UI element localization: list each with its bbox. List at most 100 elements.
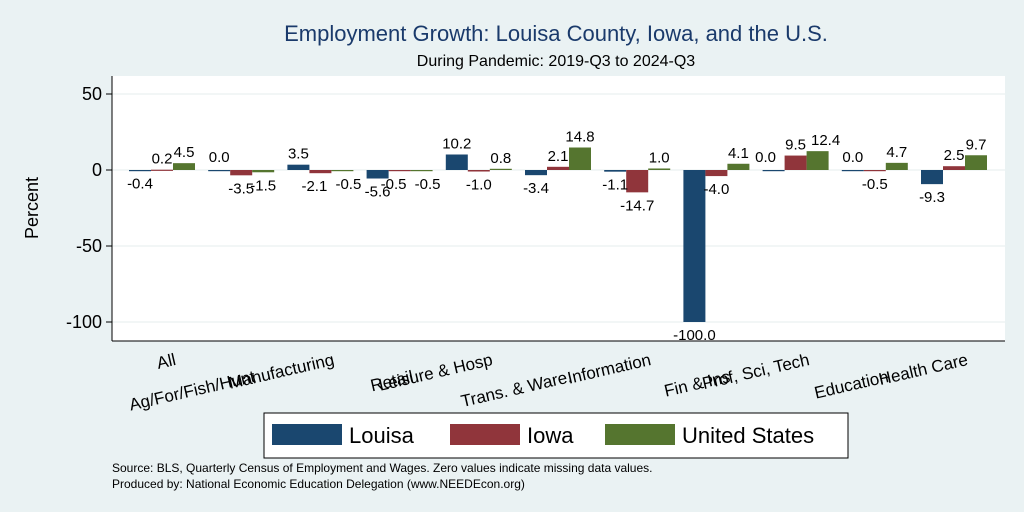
data-label: 9.7 — [966, 136, 987, 153]
bar-united-states — [727, 163, 750, 170]
legend-label: United States — [682, 423, 814, 448]
data-label: -3.4 — [523, 180, 549, 197]
data-label: -1.0 — [466, 177, 492, 194]
data-label: 2.5 — [944, 147, 965, 164]
bar-iowa — [626, 170, 649, 193]
bar-united-states — [252, 170, 275, 173]
bar-louisa — [129, 170, 151, 172]
legend-swatch — [605, 424, 675, 445]
data-label: -4.0 — [703, 181, 729, 198]
bar-iowa — [467, 170, 490, 172]
y-tick-label: -100 — [66, 312, 102, 332]
category-label-group: All — [155, 350, 178, 373]
bar-united-states — [569, 147, 591, 170]
category-label: Information — [566, 350, 653, 388]
bar-iowa — [230, 170, 253, 176]
data-label: -1.1 — [602, 177, 628, 194]
bar-louisa — [604, 170, 627, 172]
category-label-group: Trans. & Ware. — [459, 367, 573, 411]
data-label: 0.0 — [209, 149, 230, 166]
bar-iowa — [705, 170, 728, 177]
bar-united-states — [965, 155, 987, 170]
legend-swatch — [272, 424, 342, 445]
y-tick-label: 50 — [82, 84, 102, 104]
bar-iowa — [863, 170, 886, 172]
data-label: -0.4 — [127, 176, 153, 193]
data-label: -14.7 — [620, 197, 654, 214]
data-label: -5.6 — [365, 184, 391, 201]
data-label: 12.4 — [811, 132, 840, 149]
bar-united-states — [489, 168, 512, 170]
data-label: -100.0 — [673, 327, 716, 344]
category-label: Prof, Sci, Tech — [700, 350, 811, 393]
bar-united-states — [173, 163, 195, 170]
category-label: All — [155, 350, 178, 373]
data-label: 0.8 — [490, 150, 511, 167]
category-label-group: Manufacturing — [227, 350, 336, 393]
bar-iowa — [151, 169, 173, 171]
bar-louisa — [921, 170, 943, 185]
category-label: Manufacturing — [227, 350, 336, 393]
bar-louisa — [445, 154, 468, 170]
bar-iowa — [784, 155, 807, 170]
bar-united-states — [331, 170, 354, 172]
data-label: 3.5 — [288, 146, 309, 163]
y-ticks: 50 0 -50 -100 — [66, 84, 112, 332]
category-label-group: Information — [566, 350, 653, 388]
data-label: 4.7 — [886, 144, 907, 161]
legend-swatch — [450, 424, 520, 445]
bar-iowa — [547, 166, 569, 170]
bar-louisa — [208, 170, 231, 172]
bar-iowa — [943, 166, 965, 170]
bar-louisa — [762, 170, 785, 172]
y-tick-label: -50 — [76, 236, 102, 256]
data-label: -3.5 — [228, 180, 254, 197]
data-label: -9.3 — [919, 189, 945, 206]
bars-layer — [129, 147, 987, 322]
legend-box — [263, 412, 849, 459]
bar-united-states — [885, 162, 908, 170]
data-label: 4.5 — [174, 144, 195, 161]
bar-louisa — [287, 164, 310, 170]
source-note: Source: BLS, Quarterly Census of Employm… — [112, 461, 652, 475]
chart-subtitle: During Pandemic: 2019-Q3 to 2024-Q3 — [417, 53, 695, 70]
legend: Louisa Iowa United States — [272, 423, 814, 448]
data-label: 0.0 — [755, 149, 776, 166]
category-label-group: Health Care — [877, 350, 970, 389]
data-label: 10.2 — [442, 135, 471, 152]
category-label-group: Prof, Sci, Tech — [700, 350, 811, 393]
bar-louisa — [366, 170, 389, 179]
data-label: -0.5 — [862, 176, 888, 193]
data-label: -2.1 — [301, 178, 327, 195]
plot-area — [112, 76, 1005, 341]
data-label: -0.5 — [381, 176, 407, 193]
bar-united-states — [806, 151, 829, 170]
bar-united-states — [410, 170, 433, 172]
data-label: 2.1 — [548, 148, 569, 165]
bar-louisa — [841, 170, 864, 172]
legend-label: Louisa — [349, 423, 415, 448]
data-label: -0.5 — [415, 176, 441, 193]
bar-iowa — [388, 170, 411, 172]
y-tick-label: 0 — [92, 160, 102, 180]
data-label: -0.5 — [335, 176, 361, 193]
data-label: -1.5 — [250, 177, 276, 194]
producer-note: Produced by: National Economic Education… — [112, 477, 525, 491]
bar-iowa — [309, 170, 332, 174]
category-label: Trans. & Ware. — [459, 367, 573, 411]
data-label: 14.8 — [565, 129, 594, 146]
bar-united-states — [648, 168, 671, 170]
data-labels-layer: -0.4 0.0 3.5 -5.6 10.2 -3.4 -1.1 -100.0 0.0 0.0 -9… — [127, 129, 986, 344]
category-label: Health Care — [877, 350, 970, 389]
bar-louisa — [683, 170, 706, 322]
data-label: 9.5 — [785, 137, 806, 154]
data-label: 0.0 — [842, 149, 863, 166]
data-label: 0.2 — [152, 151, 173, 168]
data-label: 1.0 — [649, 149, 670, 166]
bar-louisa — [525, 170, 547, 176]
data-label: 4.1 — [728, 145, 749, 162]
chart-title: Employment Growth: Louisa County, Iowa, … — [284, 21, 828, 46]
